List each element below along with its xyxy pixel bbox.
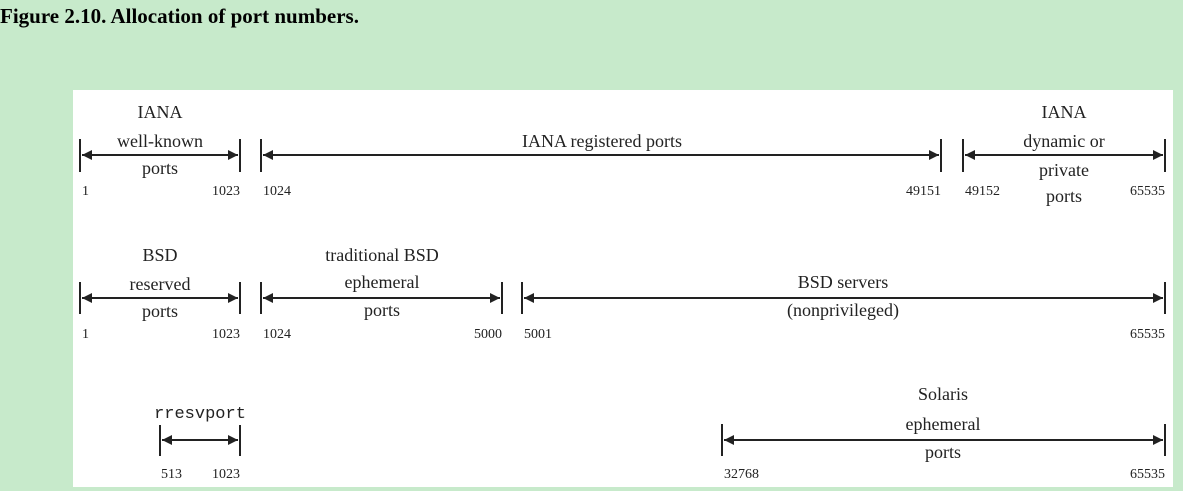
bsd-ephemeral-label-3: ports	[364, 300, 400, 320]
iana-well-known-label-3: ports	[142, 158, 178, 178]
solaris-start: 32768	[724, 467, 759, 482]
bsd-ephemeral-start: 1024	[263, 327, 291, 342]
bsd-servers-start: 5001	[524, 327, 552, 342]
solaris-end: 65535	[1130, 467, 1165, 482]
bsd-reserved-label-3: ports	[142, 301, 178, 321]
iana-well-known-end: 1023	[212, 184, 240, 199]
iana-registered-range	[260, 139, 942, 172]
iana-dynamic-label-3: private	[1039, 160, 1089, 180]
iana-well-known-label-1: IANA	[138, 102, 183, 122]
iana-dynamic-label-1: IANA	[1042, 102, 1087, 122]
diagram-panel: IANA well-known ports IANA registered po…	[73, 90, 1173, 487]
rresvport-range	[159, 425, 241, 456]
figure-title: Figure 2.10. Allocation of port numbers.	[0, 4, 359, 28]
iana-registered-end: 49151	[906, 184, 941, 199]
bsd-ephemeral-range	[260, 282, 503, 314]
bsd-reserved-start: 1	[82, 327, 89, 342]
bsd-servers-range	[521, 282, 1166, 314]
iana-dynamic-start: 49152	[965, 184, 1000, 199]
iana-registered-label: IANA registered ports	[522, 131, 682, 151]
solaris-label-2: ephemeral	[906, 414, 981, 434]
bsd-reserved-label-2: reserved	[130, 274, 191, 294]
iana-dynamic-label-4: ports	[1046, 186, 1082, 206]
rresvport-label: rresvport	[154, 405, 246, 424]
bsd-servers-label-1: BSD servers	[798, 272, 889, 292]
bsd-servers-label-2: (nonprivileged)	[787, 300, 899, 321]
bsd-reserved-range	[79, 282, 241, 314]
bsd-ephemeral-end: 5000	[474, 327, 502, 342]
iana-dynamic-end: 65535	[1130, 184, 1165, 199]
iana-dynamic-label-2: dynamic or	[1023, 131, 1104, 151]
iana-well-known-range	[79, 139, 241, 172]
iana-dynamic-range	[962, 139, 1166, 172]
bsd-ephemeral-label-1: traditional BSD	[325, 245, 439, 265]
port-allocation-diagram: IANA well-known ports IANA registered po…	[79, 102, 1166, 482]
iana-well-known-label-2: well-known	[117, 131, 203, 151]
rresvport-start: 513	[161, 467, 182, 482]
iana-registered-start: 1024	[263, 184, 291, 199]
rresvport-end: 1023	[212, 467, 240, 482]
solaris-label-3: ports	[925, 442, 961, 462]
bsd-reserved-label-1: BSD	[142, 245, 177, 265]
solaris-ephemeral-range	[721, 424, 1166, 456]
bsd-servers-end: 65535	[1130, 327, 1165, 342]
iana-well-known-start: 1	[82, 184, 89, 199]
bsd-ephemeral-label-2: ephemeral	[345, 272, 420, 292]
bsd-reserved-end: 1023	[212, 327, 240, 342]
solaris-label-1: Solaris	[918, 384, 968, 404]
